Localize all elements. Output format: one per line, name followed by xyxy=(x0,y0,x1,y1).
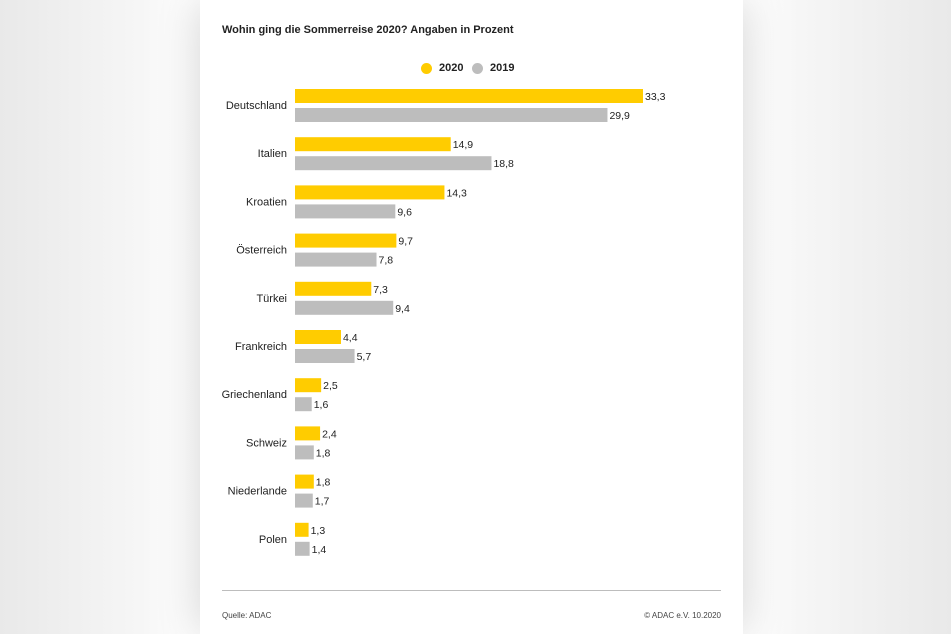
value-label-turkei-2020: 7,3 xyxy=(373,284,388,296)
copyright-note: © ADAC e.V. 10.2020 xyxy=(644,611,721,620)
category-label-italien: Italien xyxy=(258,148,287,160)
bar-turkei-2019 xyxy=(295,300,394,315)
value-label-frankreich-2019: 5,7 xyxy=(357,351,372,363)
category-label-kroatien: Kroatien xyxy=(246,196,287,208)
bar-chart: Deutschland 33,3 29,9 Italien 14,9 18,8 Kroati… xyxy=(222,89,666,556)
bar-italien-2019 xyxy=(295,156,492,171)
value-label-turkei-2019: 9,4 xyxy=(395,303,410,315)
chart-legend: 2020 2019 xyxy=(200,62,743,78)
value-label-italien-2019: 18,8 xyxy=(493,158,514,170)
value-label-osterreich-2019: 7,8 xyxy=(379,255,394,267)
value-label-schweiz-2020: 2,4 xyxy=(322,428,337,440)
legend-swatch-2019 xyxy=(472,62,483,74)
value-label-niederlande-2019: 1,7 xyxy=(315,496,330,508)
value-label-schweiz-2019: 1,8 xyxy=(316,447,331,459)
value-label-griechenland-2019: 1,6 xyxy=(314,399,329,411)
bar-deutschland-2019 xyxy=(295,108,608,122)
value-label-polen-2019: 1,4 xyxy=(312,544,327,556)
bar-osterreich-2019 xyxy=(295,252,377,267)
value-label-deutschland-2020: 33,3 xyxy=(645,91,666,103)
bar-frankreich-2019 xyxy=(295,349,355,363)
bar-kroatien-2019 xyxy=(295,204,396,219)
value-label-frankreich-2020: 4,4 xyxy=(343,332,358,344)
category-label-deutschland: Deutschland xyxy=(226,100,287,112)
legend-label-2019: 2019 xyxy=(490,62,515,74)
legend-label-2020: 2020 xyxy=(439,62,464,74)
value-label-griechenland-2020: 2,5 xyxy=(323,380,338,392)
value-label-italien-2020: 14,9 xyxy=(453,139,474,151)
chart-card: Wohin ging die Sommerreise 2020? Angaben… xyxy=(200,0,743,634)
bar-griechenland-2020 xyxy=(295,378,322,393)
value-label-niederlande-2020: 1,8 xyxy=(316,477,331,489)
bar-griechenland-2019 xyxy=(295,397,312,412)
bar-niederlande-2019 xyxy=(295,493,313,508)
bar-polen-2019 xyxy=(295,541,310,556)
category-label-niederlande: Niederlande xyxy=(228,486,287,498)
category-label-osterreich: Österreich xyxy=(236,245,287,257)
legend-item-2020: 2020 xyxy=(421,62,463,74)
bar-italien-2020 xyxy=(295,137,451,152)
category-label-schweiz: Schweiz xyxy=(246,437,287,449)
bar-kroatien-2020 xyxy=(295,185,445,200)
value-label-polen-2020: 1,3 xyxy=(311,525,326,537)
bar-deutschland-2020 xyxy=(295,89,643,103)
bar-schweiz-2019 xyxy=(295,445,314,460)
category-label-turkei: Türkei xyxy=(256,293,287,305)
category-label-griechenland: Griechenland xyxy=(222,389,287,401)
bar-polen-2020 xyxy=(295,522,309,537)
source-note: Quelle: ADAC xyxy=(222,611,272,620)
legend-item-2019: 2019 xyxy=(472,62,514,74)
value-label-osterreich-2020: 9,7 xyxy=(398,236,413,248)
bar-frankreich-2020 xyxy=(295,330,341,344)
bar-niederlande-2020 xyxy=(295,474,314,489)
value-label-kroatien-2020: 14,3 xyxy=(446,187,467,199)
category-label-polen: Polen xyxy=(259,534,287,546)
legend-swatch-2020 xyxy=(421,62,432,74)
value-label-deutschland-2019: 29,9 xyxy=(609,110,630,122)
bar-turkei-2020 xyxy=(295,281,372,296)
chart-title: Wohin ging die Sommerreise 2020? Angaben… xyxy=(222,24,514,36)
category-label-frankreich: Frankreich xyxy=(235,341,287,353)
footer-divider xyxy=(222,590,721,591)
value-label-kroatien-2019: 9,6 xyxy=(397,206,412,218)
bar-schweiz-2020 xyxy=(295,426,321,441)
bar-osterreich-2020 xyxy=(295,233,397,248)
